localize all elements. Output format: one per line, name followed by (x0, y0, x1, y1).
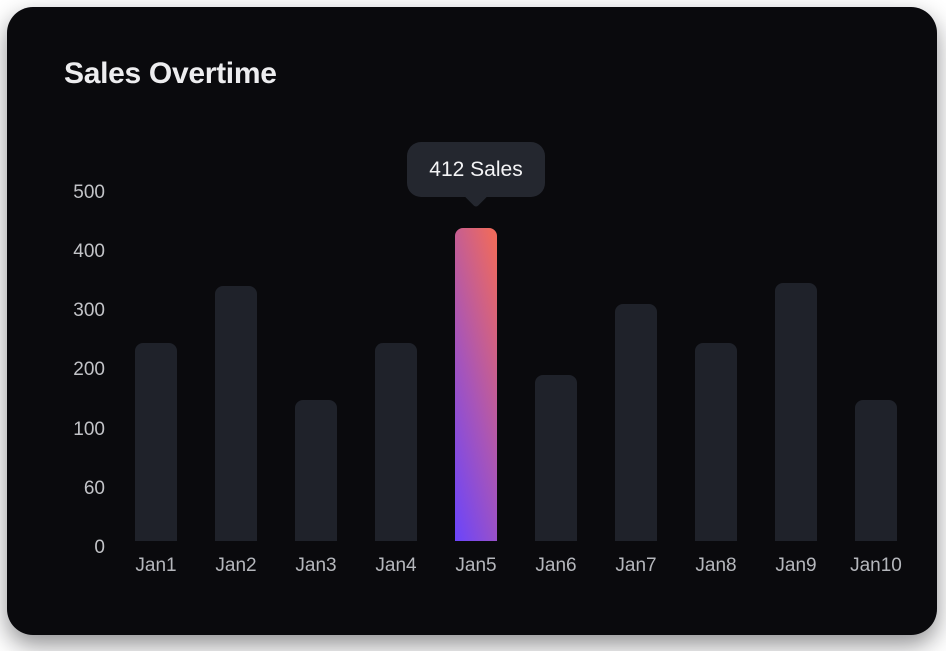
bar-chart-plot-area: 412 Sales (116, 142, 916, 541)
bar-column-jan10 (836, 196, 916, 541)
x-axis-label-jan7: Jan7 (615, 555, 657, 576)
x-axis-label-jan2: Jan2 (215, 555, 257, 576)
bar-jan4[interactable] (375, 343, 417, 541)
x-axis-label-jan5: Jan5 (455, 555, 497, 576)
bar-column-jan1 (116, 196, 196, 541)
bar-column-jan3 (276, 196, 356, 541)
tooltip-value-label: 412 Sales (429, 157, 523, 181)
y-tick-label: 60 (83, 477, 105, 499)
y-tick-label: 0 (94, 536, 105, 558)
bar-column-jan2 (196, 196, 276, 541)
x-axis: Jan1 Jan2 Jan3 Jan4 Jan5 Jan6 Jan7 Jan8 Jan9 Jan1… (116, 555, 916, 577)
y-tick-label: 300 (73, 300, 105, 322)
y-axis: 500 400 300 200 100 60 0 (57, 181, 105, 560)
chart-title: Sales Overtime (64, 57, 277, 90)
bar-jan8[interactable] (695, 343, 737, 541)
bar-jan1[interactable] (135, 343, 177, 541)
bar-jan7[interactable] (615, 304, 657, 541)
x-axis-label-jan1: Jan1 (135, 555, 177, 576)
bar-jan2[interactable] (215, 286, 257, 541)
bar-jan9[interactable] (775, 283, 817, 541)
x-axis-label-jan6: Jan6 (535, 555, 577, 576)
y-tick-label: 500 (73, 182, 105, 203)
x-axis-label-jan3: Jan3 (295, 555, 337, 576)
bar-jan10[interactable] (855, 400, 897, 541)
y-tick-label: 400 (73, 241, 105, 263)
y-tick-label: 100 (73, 418, 105, 440)
x-axis-label-jan9: Jan9 (775, 555, 817, 576)
bar-jan3[interactable] (295, 400, 337, 541)
bar-column-jan6 (516, 196, 596, 541)
x-axis-label-jan4: Jan4 (375, 555, 417, 576)
y-tick-label: 200 (73, 359, 105, 381)
tooltip-pointer-icon (463, 182, 489, 208)
bar-column-jan9 (756, 196, 836, 541)
bar-column-jan4 (356, 196, 436, 541)
bar-jan6[interactable] (535, 375, 577, 541)
bar-column-jan7 (596, 196, 676, 541)
bar-column-jan5: 412 Sales (407, 142, 545, 541)
bar-column-jan8 (676, 196, 756, 541)
tooltip: 412 Sales (407, 142, 545, 208)
x-axis-label-jan8: Jan8 (695, 555, 737, 576)
x-axis-label-jan10: Jan10 (850, 555, 902, 576)
bar-jan5[interactable] (455, 228, 497, 541)
sales-chart-card: Sales Overtime 500 400 300 200 100 60 0 412 Sa… (7, 7, 937, 635)
